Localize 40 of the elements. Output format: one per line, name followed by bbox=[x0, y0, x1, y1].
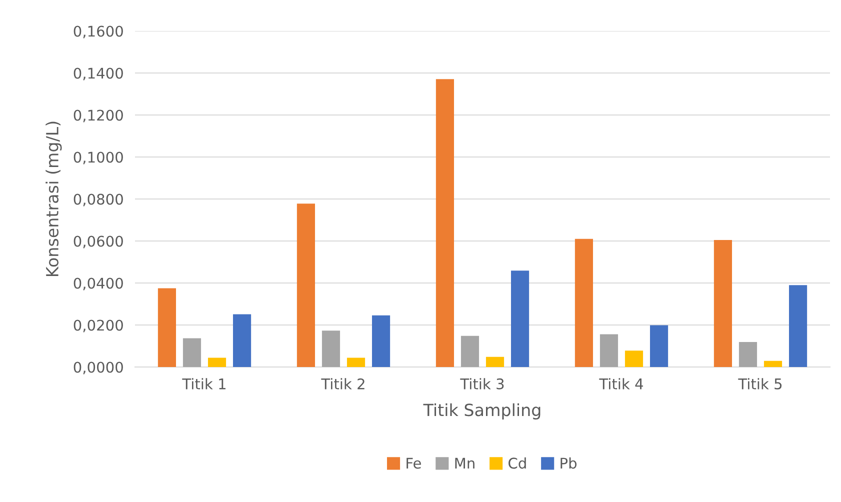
x-axis-title: Titik Sampling bbox=[423, 403, 540, 420]
bar bbox=[296, 204, 316, 367]
y-tick-label: 0,1200 bbox=[74, 110, 123, 122]
y-axis-title: Konsentrasi (mg/L) bbox=[46, 122, 62, 276]
legend-label: Pb bbox=[560, 457, 577, 469]
bar bbox=[182, 338, 202, 367]
legend-label: Cd bbox=[508, 457, 526, 469]
bar bbox=[346, 358, 366, 367]
y-tick-label: 0,1600 bbox=[74, 26, 123, 38]
bar bbox=[436, 79, 454, 367]
y-tick-label: 0,0800 bbox=[74, 194, 123, 206]
y-tick-label: 0,0200 bbox=[74, 320, 123, 332]
x-tick-label: Titik 2 bbox=[321, 378, 364, 390]
x-tick-label: Titik 4 bbox=[599, 378, 643, 390]
bar bbox=[158, 288, 176, 367]
bar bbox=[232, 314, 252, 367]
bar bbox=[624, 350, 644, 367]
y-tick-label: 0,0600 bbox=[74, 236, 123, 248]
y-tick-label: 0,0000 bbox=[74, 362, 123, 374]
bar bbox=[600, 334, 618, 367]
bar bbox=[714, 240, 732, 367]
y-tick-label: 0,1000 bbox=[74, 152, 123, 164]
bar bbox=[510, 270, 530, 367]
legend-label: Mn bbox=[455, 458, 474, 468]
bar bbox=[650, 325, 668, 367]
bar bbox=[486, 356, 504, 367]
bar bbox=[322, 330, 340, 367]
bar bbox=[460, 336, 480, 367]
x-tick-label: Titik 1 bbox=[182, 378, 226, 390]
bar bbox=[738, 342, 758, 367]
bar bbox=[372, 315, 390, 367]
y-tick-label: 0,1400 bbox=[74, 68, 123, 80]
legend-label: Fe bbox=[406, 458, 421, 469]
x-tick-label: Titik 5 bbox=[738, 378, 782, 390]
bar bbox=[574, 238, 594, 367]
y-tick-label: 0,0400 bbox=[74, 278, 123, 290]
x-tick-label: Titik 3 bbox=[460, 378, 504, 390]
bar bbox=[788, 285, 808, 367]
bar bbox=[208, 358, 226, 367]
bar bbox=[764, 360, 782, 367]
